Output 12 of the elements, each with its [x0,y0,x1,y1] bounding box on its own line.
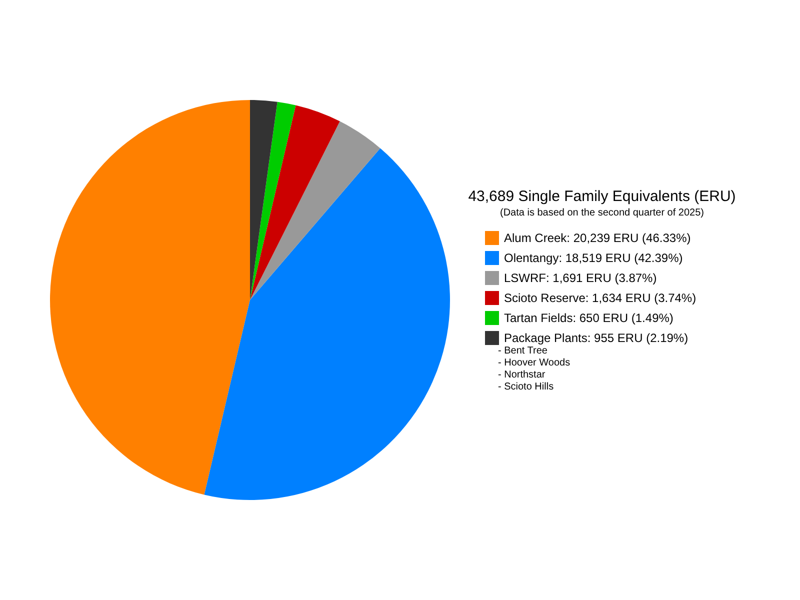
text: 43,689 Single Family Equivalents (ERU) [468,188,736,205]
legend-label: Scioto Reserve: 1,634 ERU (3.74%) [504,291,696,305]
text: - Scioto Hills [498,382,554,392]
legend-label: Alum Creek: 20,239 ERU (46.33%) [504,231,691,245]
text: (Data is based on the second quarter of 2025) [500,208,704,218]
text: - Northstar [498,370,546,380]
text: - Hoover Woods [498,358,570,368]
legend-label: Olentangy: 18,519 ERU (42.39%) [504,251,683,265]
legend-label: Tartan Fields: 650 ERU (1.49%) [504,311,674,325]
text: - Bent Tree [498,346,548,356]
legend-label: LSWRF: 1,691 ERU (3.87%) [504,271,657,285]
legend-label: Package Plants: 955 ERU (2.19%) [504,331,688,345]
